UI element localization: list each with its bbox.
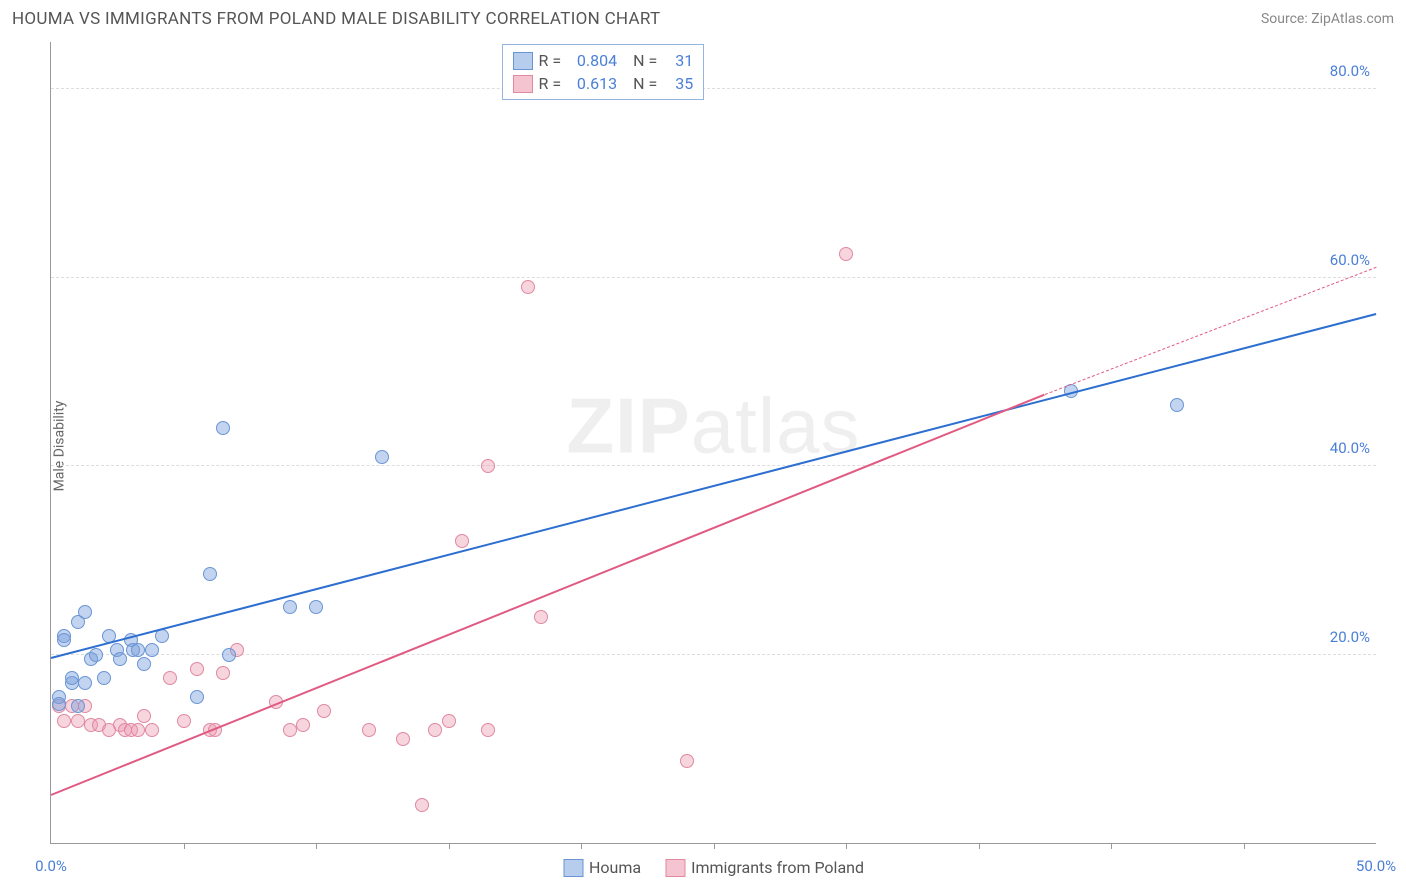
scatter-point	[442, 714, 456, 728]
x-tick-label: 0.0%	[35, 857, 67, 875]
scatter-point	[78, 605, 92, 619]
x-tick-mark	[1111, 843, 1112, 849]
scatter-point	[145, 643, 159, 657]
x-tick-mark	[979, 843, 980, 849]
scatter-point	[534, 610, 548, 624]
scatter-point	[455, 534, 469, 548]
stat-r-label: R =	[539, 74, 562, 93]
scatter-point	[52, 697, 66, 711]
scatter-point	[97, 671, 111, 685]
stats-legend: R = 0.804 N = 31 R = 0.613 N = 35	[502, 44, 705, 100]
scatter-point	[222, 648, 236, 662]
scatter-point	[680, 754, 694, 768]
scatter-point	[481, 459, 495, 473]
x-tick-mark	[714, 843, 715, 849]
chart-header: HOUMA VS IMMIGRANTS FROM POLAND MALE DIS…	[0, 0, 1406, 38]
legend-swatch	[563, 859, 583, 877]
x-tick-label: 50.0%	[1356, 857, 1396, 875]
scatter-point	[839, 247, 853, 261]
scatter-point	[415, 798, 429, 812]
scatter-point	[71, 699, 85, 713]
scatter-point	[481, 723, 495, 737]
scatter-point	[190, 690, 204, 704]
scatter-point	[283, 600, 297, 614]
gridline	[51, 88, 1376, 89]
scatter-point	[1170, 398, 1184, 412]
stat-r-value: 0.613	[567, 74, 617, 93]
scatter-point	[163, 671, 177, 685]
scatter-point	[317, 704, 331, 718]
scatter-point	[362, 723, 376, 737]
gridline	[51, 465, 1376, 466]
y-tick-label: 40.0%	[1330, 439, 1370, 457]
scatter-point	[137, 657, 151, 671]
regression-line-extension	[1045, 267, 1377, 395]
stats-legend-row: R = 0.804 N = 31	[513, 49, 694, 72]
scatter-point	[65, 671, 79, 685]
scatter-point	[145, 723, 159, 737]
scatter-point	[177, 714, 191, 728]
scatter-point	[131, 643, 145, 657]
scatter-point	[57, 633, 71, 647]
x-tick-mark	[184, 843, 185, 849]
chart-source: Source: ZipAtlas.com	[1261, 11, 1394, 27]
series-legend-label: Houma	[589, 858, 641, 877]
scatter-point	[89, 648, 103, 662]
stat-r-value: 0.804	[567, 51, 617, 70]
series-legend: Houma Immigrants from Poland	[563, 858, 864, 877]
gridline	[51, 654, 1376, 655]
scatter-point	[78, 676, 92, 690]
chart-title: HOUMA VS IMMIGRANTS FROM POLAND MALE DIS…	[12, 9, 660, 29]
scatter-point	[203, 567, 217, 581]
stat-n-label: N =	[633, 74, 657, 93]
scatter-point	[521, 280, 535, 294]
x-tick-mark	[316, 843, 317, 849]
scatter-point	[137, 709, 151, 723]
scatter-point	[428, 723, 442, 737]
stat-n-label: N =	[633, 51, 657, 70]
legend-swatch	[665, 859, 685, 877]
scatter-point	[113, 652, 127, 666]
scatter-point	[57, 714, 71, 728]
y-tick-label: 60.0%	[1330, 251, 1370, 269]
series-legend-item: Houma	[563, 858, 641, 877]
stats-legend-row: R = 0.613 N = 35	[513, 72, 694, 95]
series-legend-label: Immigrants from Poland	[691, 858, 864, 877]
scatter-point	[296, 718, 310, 732]
scatter-point	[309, 600, 323, 614]
stat-r-label: R =	[539, 51, 562, 70]
x-tick-mark	[1244, 843, 1245, 849]
x-tick-mark	[846, 843, 847, 849]
scatter-point	[216, 421, 230, 435]
x-tick-mark	[581, 843, 582, 849]
y-tick-label: 80.0%	[1330, 62, 1370, 80]
scatter-point	[375, 450, 389, 464]
chart-plot-area: ZIPatlas 20.0%40.0%60.0%80.0%0.0%50.0%R …	[50, 42, 1376, 844]
scatter-point	[396, 732, 410, 746]
x-tick-mark	[449, 843, 450, 849]
regression-line	[51, 393, 1045, 795]
scatter-point	[190, 662, 204, 676]
scatter-point	[131, 723, 145, 737]
gridline	[51, 277, 1376, 278]
series-legend-item: Immigrants from Poland	[665, 858, 864, 877]
y-tick-label: 20.0%	[1330, 628, 1370, 646]
scatter-point	[283, 723, 297, 737]
regression-line	[51, 313, 1376, 659]
legend-swatch	[513, 75, 533, 93]
scatter-point	[71, 714, 85, 728]
legend-swatch	[513, 52, 533, 70]
scatter-point	[216, 666, 230, 680]
stat-n-value: 35	[663, 74, 693, 93]
stat-n-value: 31	[663, 51, 693, 70]
